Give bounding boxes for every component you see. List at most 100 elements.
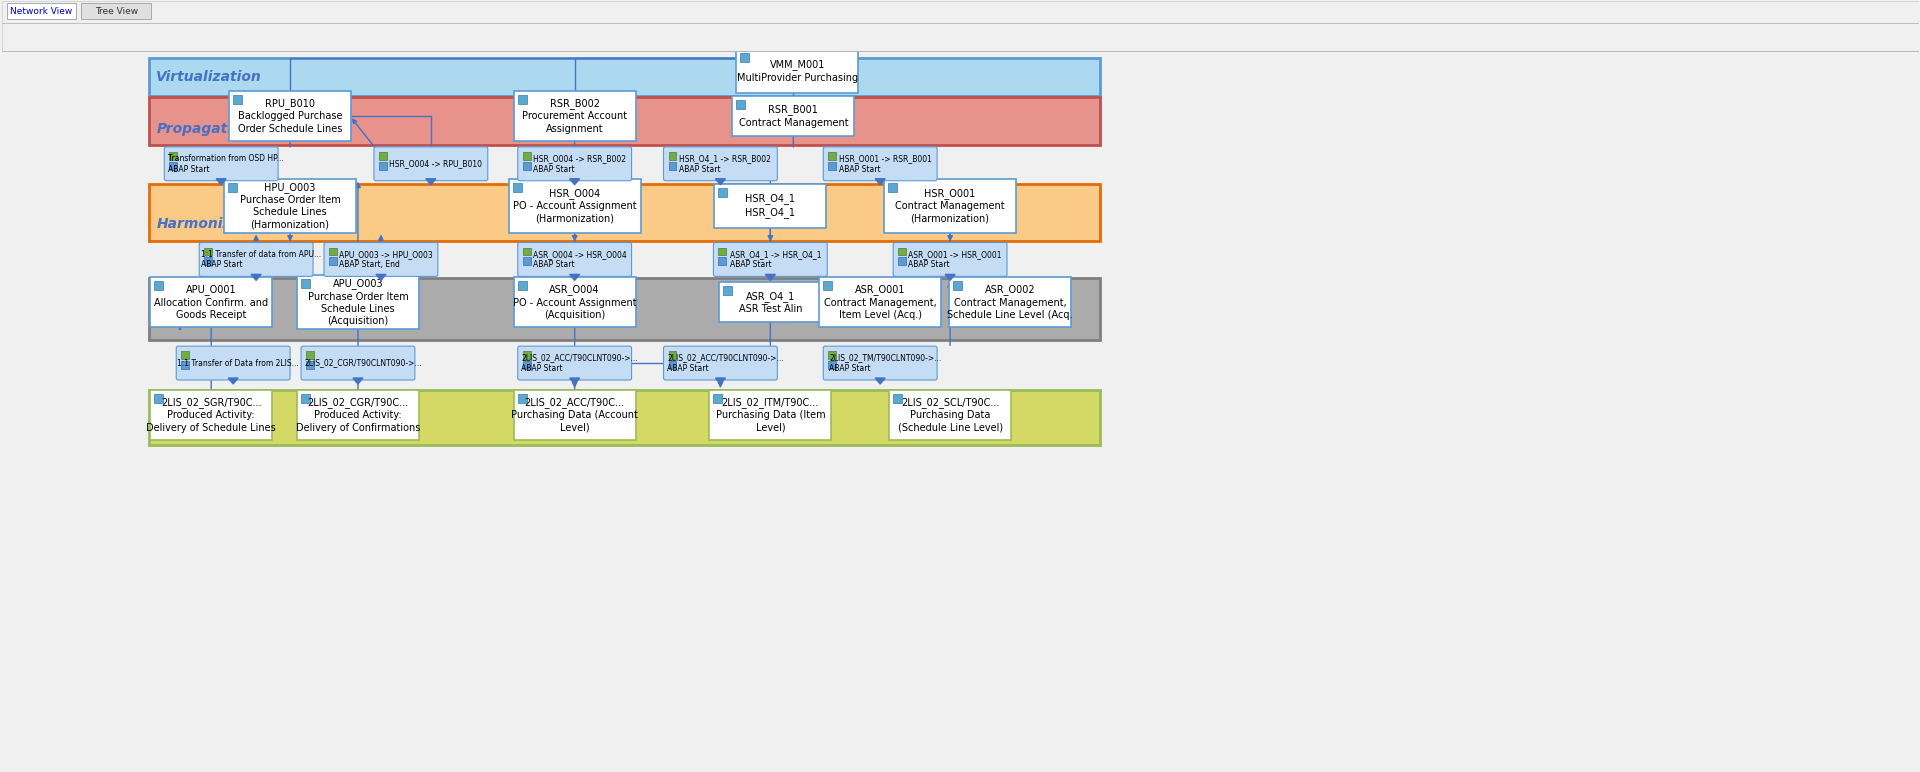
Text: 2LIS_02_ACC/T90CLNT090->...
ABAP Start: 2LIS_02_ACC/T90CLNT090->... ABAP Start [666,354,783,373]
FancyBboxPatch shape [513,183,522,191]
FancyBboxPatch shape [301,279,309,289]
FancyBboxPatch shape [522,258,530,266]
FancyBboxPatch shape [150,184,1100,241]
Text: RSR_B001
Contract Management: RSR_B001 Contract Management [739,104,849,127]
Text: 1:1 Transfer of data from APU...
ABAP Start: 1:1 Transfer of data from APU... ABAP St… [202,250,321,269]
Text: HSR_O004 -> RSR_B002
ABAP Start: HSR_O004 -> RSR_B002 ABAP Start [534,154,626,174]
Text: Harmonization: Harmonization [156,217,271,231]
FancyBboxPatch shape [664,346,778,380]
FancyBboxPatch shape [298,390,419,440]
FancyBboxPatch shape [81,3,152,19]
Polygon shape [252,274,261,280]
Polygon shape [876,378,885,384]
FancyBboxPatch shape [204,258,213,266]
Text: VMM_M001
MultiProvider Purchasing: VMM_M001 MultiProvider Purchasing [737,59,858,83]
FancyBboxPatch shape [668,162,676,170]
Text: 2LIS_02_TM/T90CLNT090->...
ABAP Start: 2LIS_02_TM/T90CLNT090->... ABAP Start [829,354,941,373]
Polygon shape [376,274,386,280]
FancyBboxPatch shape [150,58,1100,96]
FancyBboxPatch shape [899,258,906,266]
Text: DataSources: DataSources [156,421,255,435]
FancyBboxPatch shape [885,179,1016,232]
FancyBboxPatch shape [720,283,822,322]
FancyBboxPatch shape [952,281,962,290]
Text: ASR_O001 -> HSR_O001
ABAP Start: ASR_O001 -> HSR_O001 ABAP Start [908,250,1002,269]
Text: 1:1 Transfer of Data from 2LIS...: 1:1 Transfer of Data from 2LIS... [177,358,300,367]
Polygon shape [570,274,580,280]
Polygon shape [353,378,363,384]
FancyBboxPatch shape [328,258,338,266]
FancyBboxPatch shape [515,390,636,440]
Text: Transformation from OSD HP...
ABAP Start: Transformation from OSD HP... ABAP Start [169,154,284,174]
Polygon shape [716,378,726,384]
FancyBboxPatch shape [518,346,632,380]
FancyBboxPatch shape [232,95,242,104]
FancyBboxPatch shape [718,188,728,197]
FancyBboxPatch shape [518,242,632,276]
Text: HSR_O4_1
HSR_O4_1: HSR_O4_1 HSR_O4_1 [745,194,795,218]
FancyBboxPatch shape [204,248,213,256]
FancyBboxPatch shape [522,351,530,359]
FancyBboxPatch shape [824,147,937,181]
Text: HSR_O004 -> RPU_B010: HSR_O004 -> RPU_B010 [390,159,482,168]
Polygon shape [217,179,227,185]
FancyBboxPatch shape [899,248,906,256]
FancyBboxPatch shape [668,361,676,369]
Text: APU_O001
Allocation Confirm. and
Goods Receipt: APU_O001 Allocation Confirm. and Goods R… [154,284,269,320]
FancyBboxPatch shape [378,162,388,170]
FancyBboxPatch shape [893,242,1006,276]
FancyBboxPatch shape [225,179,355,232]
FancyBboxPatch shape [828,152,837,160]
FancyBboxPatch shape [305,351,315,359]
FancyBboxPatch shape [301,394,309,403]
Text: HSR_O4_1 -> RSR_B002
ABAP Start: HSR_O4_1 -> RSR_B002 ABAP Start [680,154,772,174]
FancyBboxPatch shape [154,281,163,290]
FancyBboxPatch shape [668,152,676,160]
FancyBboxPatch shape [724,286,732,296]
Text: 2LIS_02_ACC/T90C...
Purchasing Data (Account
Level): 2LIS_02_ACC/T90C... Purchasing Data (Acc… [511,397,637,433]
FancyBboxPatch shape [165,147,278,181]
FancyBboxPatch shape [737,49,858,93]
FancyBboxPatch shape [180,351,190,359]
FancyBboxPatch shape [718,248,726,256]
FancyBboxPatch shape [732,96,854,136]
FancyBboxPatch shape [150,390,1100,445]
FancyBboxPatch shape [714,242,828,276]
FancyBboxPatch shape [518,281,526,290]
FancyBboxPatch shape [378,152,388,160]
Text: ASR_O001
Contract Management,
Item Level (Acq.): ASR_O001 Contract Management, Item Level… [824,284,937,320]
FancyBboxPatch shape [228,183,238,191]
FancyBboxPatch shape [714,394,722,403]
FancyBboxPatch shape [150,279,1100,340]
FancyBboxPatch shape [518,394,526,403]
FancyBboxPatch shape [824,346,937,380]
FancyBboxPatch shape [169,152,177,160]
FancyBboxPatch shape [154,394,163,403]
FancyBboxPatch shape [522,248,530,256]
FancyBboxPatch shape [948,277,1071,327]
FancyBboxPatch shape [200,242,313,276]
Text: RSR_B002
Procurement Account
Assignment: RSR_B002 Procurement Account Assignment [522,98,628,134]
FancyBboxPatch shape [509,179,641,232]
FancyBboxPatch shape [177,346,290,380]
FancyBboxPatch shape [828,351,837,359]
Polygon shape [570,179,580,185]
Text: ASR_O4_1
ASR Test Alin: ASR_O4_1 ASR Test Alin [739,290,803,314]
Text: Acquisition: Acquisition [156,317,244,330]
Polygon shape [766,274,776,280]
Text: RPU_B010
Backlogged Purchase
Order Schedule Lines: RPU_B010 Backlogged Purchase Order Sched… [238,98,342,134]
FancyBboxPatch shape [741,53,749,63]
FancyBboxPatch shape [150,390,273,440]
Text: Network View: Network View [10,7,73,16]
FancyBboxPatch shape [518,147,632,181]
Text: APU_O003
Purchase Order Item
Schedule Lines
(Acquisition): APU_O003 Purchase Order Item Schedule Li… [307,278,409,327]
FancyBboxPatch shape [301,346,415,380]
FancyBboxPatch shape [828,361,837,369]
FancyBboxPatch shape [180,361,190,369]
Text: Propagation: Propagation [156,122,252,136]
Text: 2LIS_02_ACC/T90CLNT090->...
ABAP Start: 2LIS_02_ACC/T90CLNT090->... ABAP Start [522,354,637,373]
Polygon shape [426,179,436,185]
Text: ASR_O004
PO - Account Assignment
(Acquisition): ASR_O004 PO - Account Assignment (Acquis… [513,284,636,320]
FancyBboxPatch shape [515,277,636,327]
Text: Tree View: Tree View [94,7,138,16]
